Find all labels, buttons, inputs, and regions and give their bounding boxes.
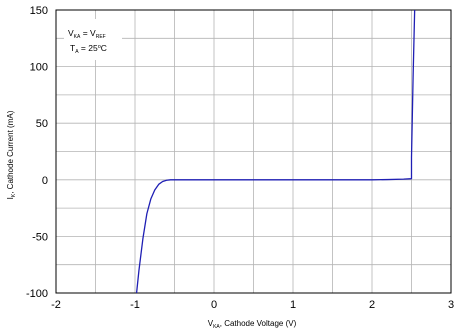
y-tick-label: 100 bbox=[30, 62, 48, 74]
x-tick-label: 1 bbox=[290, 299, 296, 311]
y-tick-label: -100 bbox=[26, 288, 48, 300]
x-tick-label: -2 bbox=[51, 299, 61, 311]
y-tick-label: 150 bbox=[30, 5, 48, 17]
y-tick-labels: -100 -50 0 50 100 150 bbox=[26, 5, 48, 300]
x-tick-labels: -2 -1 0 1 2 3 bbox=[51, 299, 454, 311]
series-layer bbox=[135, 9, 416, 294]
y-tick-label: 50 bbox=[36, 118, 48, 130]
legend-box-background bbox=[64, 19, 122, 60]
y-tick-label: 0 bbox=[42, 175, 48, 187]
plot-frame bbox=[55, 9, 452, 294]
legend-box: VKA = VREF TA = 25oC bbox=[64, 19, 122, 60]
x-tick-label: 2 bbox=[369, 299, 375, 311]
legend-line-ta: TA = 25oC bbox=[70, 43, 107, 55]
series-line bbox=[135, 9, 416, 294]
x-tick-label: 0 bbox=[211, 299, 217, 311]
legend-line-vka: VKA = VREF bbox=[68, 28, 106, 40]
x-tick-label: -1 bbox=[130, 299, 140, 311]
y-axis-label: IK, Cathode Current (mA) bbox=[6, 110, 17, 199]
y-tick-label: -50 bbox=[32, 231, 48, 243]
x-axis-label: VKA, Cathode Voltage (V) bbox=[208, 319, 297, 330]
x-tick-label: 3 bbox=[448, 299, 454, 311]
